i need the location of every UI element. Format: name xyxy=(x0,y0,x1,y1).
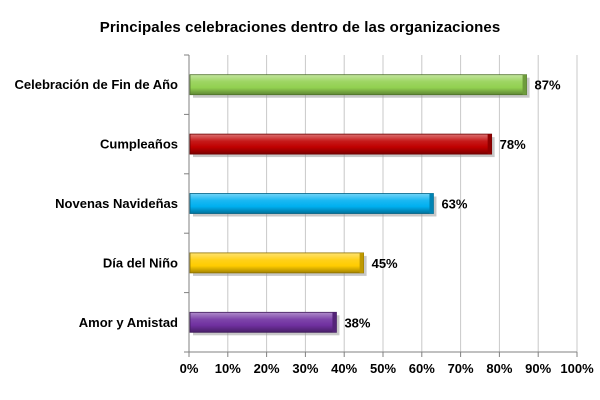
x-tick-label: 70% xyxy=(448,361,474,376)
category-label: Celebración de Fin de Año xyxy=(15,77,179,92)
bar xyxy=(189,311,337,333)
category-label: Cumpleaños xyxy=(100,137,178,152)
bar xyxy=(189,74,527,96)
category-label: Novenas Navideñas xyxy=(55,196,178,211)
x-tick-label: 0% xyxy=(180,361,199,376)
category-label: Día del Niño xyxy=(103,255,178,270)
x-tick-label: 100% xyxy=(560,361,594,376)
x-tick-label: 20% xyxy=(254,361,280,376)
bar-end-cap xyxy=(429,193,434,214)
data-label: 63% xyxy=(441,197,467,212)
x-tick-label: 80% xyxy=(486,361,512,376)
bar-end-cap xyxy=(359,252,364,273)
category-label: Amor y Amistad xyxy=(79,315,178,330)
data-label: 38% xyxy=(344,315,370,330)
axes xyxy=(184,54,578,357)
x-tick-label: 30% xyxy=(292,361,318,376)
data-label: 78% xyxy=(500,137,526,152)
bar-end-cap xyxy=(522,74,527,95)
labels: 0% 10% 20% 30% 40% 50% 60% 70% 80% 90% 100% Celebra… xyxy=(15,77,595,376)
chart-title: Principales celebraciones dentro de las … xyxy=(99,19,501,36)
bar-end-cap xyxy=(487,134,492,155)
x-tick-label: 10% xyxy=(215,361,241,376)
bars xyxy=(189,74,530,336)
data-label: 87% xyxy=(535,78,561,93)
x-tick-label: 60% xyxy=(409,361,435,376)
x-tick-label: 40% xyxy=(331,361,357,376)
bar xyxy=(189,133,493,155)
x-tick-label: 90% xyxy=(525,361,551,376)
bar-end-cap xyxy=(332,312,337,333)
data-label: 45% xyxy=(372,256,398,271)
bar xyxy=(189,193,434,214)
bar xyxy=(189,252,365,274)
x-tick-label: 50% xyxy=(370,361,396,376)
